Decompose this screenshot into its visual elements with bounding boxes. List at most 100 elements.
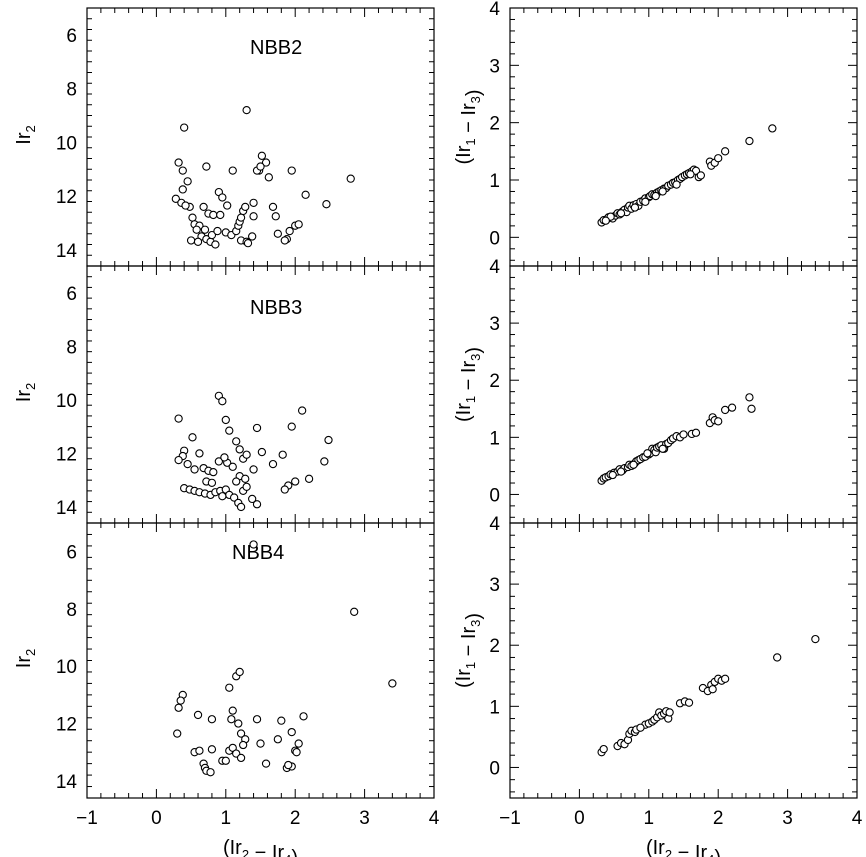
data-point: [232, 437, 241, 446]
data-point: [252, 500, 262, 509]
y-axis-title: Ir2: [13, 383, 38, 402]
data-point: [261, 759, 271, 768]
data-point: [257, 151, 267, 160]
y-tick-label: 0: [489, 228, 500, 249]
y-tick-label: 14: [56, 241, 78, 262]
data-point: [241, 202, 250, 212]
x-tick-label: 3: [359, 808, 370, 829]
data-point: [714, 417, 723, 426]
data-point: [249, 198, 258, 207]
data-point: [658, 444, 667, 453]
data-point: [236, 213, 246, 222]
x-tick-label: 2: [290, 808, 301, 829]
data-point: [241, 474, 250, 483]
y-tick-label: 14: [56, 498, 78, 519]
data-point: [176, 696, 185, 705]
y-axis-title: (Ir1 − Ir3): [453, 347, 485, 422]
data-point: [214, 457, 224, 466]
data-point: [173, 729, 182, 738]
data-point: [287, 166, 296, 175]
data-point: [285, 226, 294, 236]
y-axis-title: Ir2: [13, 125, 38, 144]
data-point: [346, 174, 355, 183]
data-point: [720, 147, 730, 156]
data-point: [232, 477, 241, 486]
data-point: [249, 540, 258, 549]
data-point: [294, 220, 303, 229]
y-tick-label: 10: [56, 657, 77, 678]
data-point: [223, 201, 232, 210]
y-tick-label: 2: [489, 636, 500, 657]
x-tick-label: 0: [574, 808, 585, 829]
data-point: [720, 405, 730, 415]
data-point: [616, 209, 626, 218]
data-point: [218, 397, 227, 406]
y-tick-label: 0: [489, 758, 500, 779]
plot-frame: [509, 522, 858, 799]
data-point: [256, 162, 265, 171]
y-tick-label: 3: [489, 56, 500, 77]
data-point: [261, 158, 271, 167]
y-tick-label: 8: [66, 80, 77, 101]
data-point: [641, 197, 650, 206]
y-tick-label: 4: [489, 0, 500, 20]
data-point: [234, 719, 243, 728]
data-point: [747, 404, 756, 413]
y-tick-label: 6: [66, 284, 77, 305]
data-point: [684, 698, 694, 707]
x-axis-title: (Ir2 − Ir4): [646, 837, 721, 857]
y-tick-label: 4: [489, 514, 500, 535]
data-point: [236, 753, 246, 763]
y-tick-label: 12: [56, 444, 77, 465]
data-point: [235, 445, 244, 454]
data-point: [249, 212, 258, 221]
data-point: [278, 450, 287, 459]
data-point: [221, 756, 230, 765]
data-point: [268, 202, 278, 212]
data-point: [273, 735, 282, 744]
data-point: [651, 191, 660, 201]
data-point: [171, 194, 180, 203]
y-tick-label: 6: [66, 26, 77, 47]
plot-frame: [509, 265, 858, 524]
data-point: [221, 415, 230, 425]
x-tick-label: 1: [644, 808, 655, 829]
data-point: [190, 465, 199, 474]
y-tick-label: 3: [489, 314, 500, 335]
data-point: [745, 136, 754, 146]
y-tick-label: 1: [489, 171, 500, 192]
data-point: [301, 190, 310, 199]
data-point: [388, 679, 397, 688]
y-tick-label: 8: [66, 600, 77, 621]
data-point: [284, 760, 293, 770]
data-point: [207, 715, 217, 724]
y-tick-label: 14: [56, 772, 78, 793]
data-point: [202, 162, 211, 171]
y-axis-title: (Ir1 − Ir3): [453, 613, 485, 688]
y-axis-title: (Ir1 − Ir3): [453, 89, 485, 164]
y-tick-label: 1: [489, 428, 500, 449]
x-tick-label: 4: [852, 808, 863, 829]
data-point: [249, 465, 258, 474]
data-point: [679, 430, 688, 439]
data-point: [207, 478, 217, 487]
data-point: [257, 447, 267, 457]
x-axis-title: (Ir2 − Ir4): [223, 837, 298, 857]
panel-label: NBB3: [250, 297, 302, 319]
y-tick-label: 8: [66, 337, 77, 358]
data-point: [252, 423, 262, 433]
data-point: [629, 460, 638, 469]
plot-frame: [86, 522, 435, 799]
data-point: [243, 239, 253, 248]
data-point: [294, 739, 303, 748]
data-point: [297, 406, 307, 415]
data-point: [199, 202, 208, 212]
data-point: [188, 213, 197, 222]
data-point: [207, 230, 217, 240]
data-point: [193, 237, 203, 246]
x-tick-label: 3: [782, 808, 793, 829]
data-point: [264, 173, 273, 182]
data-point: [195, 746, 204, 755]
